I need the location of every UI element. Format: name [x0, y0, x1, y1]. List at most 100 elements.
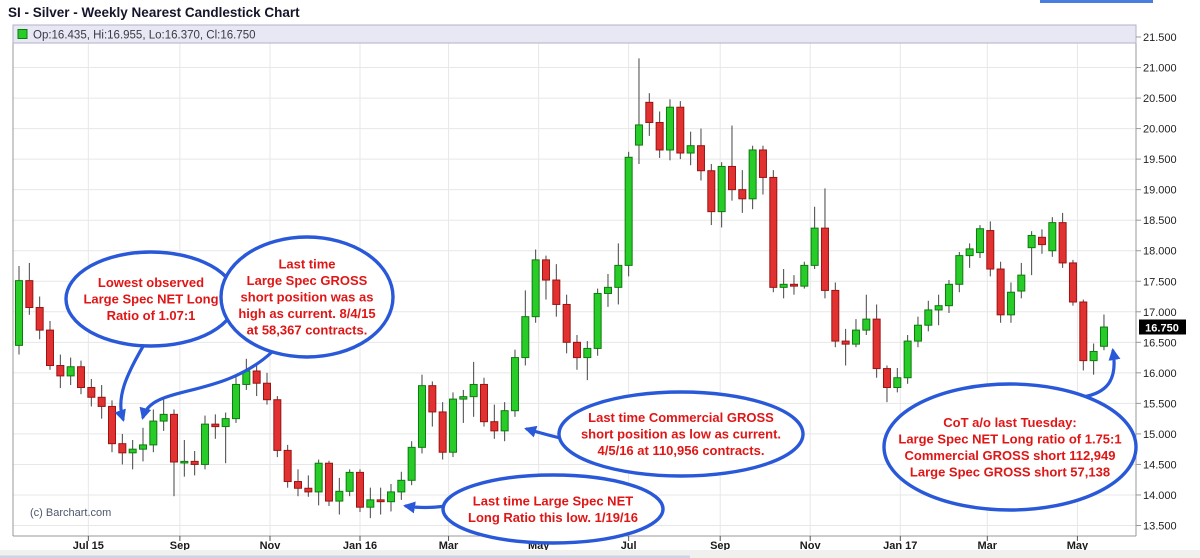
candle[interactable] [345, 469, 354, 497]
candle[interactable] [531, 249, 540, 323]
candle[interactable] [665, 99, 674, 161]
candle[interactable] [779, 269, 788, 299]
candle[interactable] [800, 261, 809, 289]
candle[interactable] [1037, 229, 1046, 254]
candle[interactable] [624, 151, 633, 277]
candle[interactable] [603, 273, 612, 307]
candle[interactable] [242, 358, 251, 390]
candle[interactable] [614, 243, 623, 305]
candle[interactable] [862, 294, 871, 335]
candle[interactable] [893, 367, 902, 393]
candle[interactable] [87, 378, 96, 407]
candle[interactable] [149, 409, 158, 453]
candle[interactable] [25, 262, 34, 315]
candle[interactable] [56, 354, 65, 389]
candle[interactable] [118, 433, 127, 465]
candle[interactable] [211, 414, 220, 439]
candle[interactable] [562, 294, 571, 354]
candle[interactable] [459, 389, 468, 423]
candle[interactable] [758, 145, 767, 195]
candle[interactable] [252, 364, 261, 397]
candle[interactable] [407, 441, 416, 486]
candle[interactable] [107, 400, 116, 453]
candle[interactable] [996, 261, 1005, 323]
candle[interactable] [934, 294, 943, 326]
candle[interactable] [738, 170, 747, 213]
candle[interactable] [831, 282, 840, 348]
candle[interactable] [634, 58, 643, 165]
candle[interactable] [924, 300, 933, 332]
candle[interactable] [200, 415, 209, 470]
candle[interactable] [304, 475, 313, 497]
candle[interactable] [376, 487, 385, 515]
candle[interactable] [490, 404, 499, 439]
candle[interactable] [872, 304, 881, 378]
candle[interactable] [1048, 217, 1057, 257]
candle[interactable] [138, 427, 147, 462]
candle[interactable] [35, 296, 44, 340]
candle[interactable] [45, 320, 54, 370]
candle[interactable] [851, 319, 860, 348]
candle[interactable] [169, 409, 178, 497]
candle[interactable] [66, 357, 75, 386]
candle[interactable] [448, 392, 457, 458]
candle[interactable] [717, 162, 726, 228]
candle[interactable] [397, 471, 406, 500]
candle[interactable] [1068, 259, 1077, 306]
candle[interactable] [314, 459, 323, 506]
candle[interactable] [707, 164, 716, 226]
candle[interactable] [965, 243, 974, 268]
candle[interactable] [438, 402, 447, 460]
candle[interactable] [417, 374, 426, 454]
candle[interactable] [76, 360, 85, 395]
candle[interactable] [366, 487, 375, 519]
candle[interactable] [645, 93, 654, 136]
candle[interactable] [541, 255, 550, 300]
candle[interactable] [386, 483, 395, 512]
candle[interactable] [262, 372, 271, 405]
candle[interactable] [1099, 314, 1108, 351]
candle[interactable] [1079, 299, 1088, 371]
candle[interactable] [180, 440, 189, 477]
candle[interactable] [789, 275, 798, 295]
candle[interactable] [479, 377, 488, 427]
candle[interactable] [1089, 343, 1098, 375]
candle[interactable] [572, 334, 581, 370]
candle[interactable] [1017, 262, 1026, 299]
candle[interactable] [975, 225, 984, 259]
candle[interactable] [882, 365, 891, 403]
candle[interactable] [583, 341, 592, 381]
candle[interactable] [769, 170, 778, 293]
candle[interactable] [593, 288, 602, 356]
candle[interactable] [696, 128, 705, 181]
candle[interactable] [727, 125, 736, 201]
candle[interactable] [686, 131, 695, 166]
candle[interactable] [469, 361, 478, 417]
candle[interactable] [190, 451, 199, 476]
candle[interactable] [231, 375, 240, 423]
candle[interactable] [655, 111, 664, 158]
candle[interactable] [521, 290, 530, 366]
candle[interactable] [552, 264, 561, 317]
candle[interactable] [903, 334, 912, 384]
candle[interactable] [500, 402, 509, 442]
candle[interactable] [810, 206, 819, 270]
candle[interactable] [283, 444, 292, 488]
candle[interactable] [510, 349, 519, 417]
candle[interactable] [944, 280, 953, 314]
candle[interactable] [293, 469, 302, 497]
candle[interactable] [335, 477, 344, 515]
candle[interactable] [913, 316, 922, 348]
candle[interactable] [159, 397, 168, 431]
candle[interactable] [1006, 282, 1015, 323]
candle[interactable] [355, 469, 364, 513]
candle[interactable] [986, 221, 995, 277]
candle[interactable] [748, 145, 757, 210]
candle[interactable] [955, 251, 964, 293]
candle[interactable] [15, 265, 23, 355]
candle[interactable] [428, 381, 437, 427]
candle[interactable] [1058, 212, 1067, 268]
candle[interactable] [324, 460, 333, 506]
candle[interactable] [820, 188, 829, 299]
